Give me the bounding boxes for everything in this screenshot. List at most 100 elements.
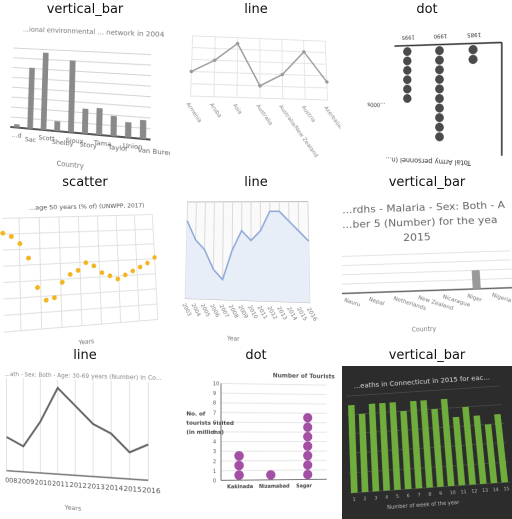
y-tick-label: 9	[213, 391, 216, 397]
tick-label: 2015	[124, 485, 142, 495]
tick-label: 2016	[305, 307, 318, 323]
chart-type-label: scatter	[0, 175, 170, 190]
tick-label: Nizamabad	[259, 484, 290, 490]
tick-label: 1	[353, 497, 356, 504]
data-dot	[303, 422, 312, 432]
gridline	[342, 251, 511, 257]
chart-thumbnail[interactable]: ...age 50 years (% of) (UNWPP, 2017) Year…	[0, 193, 170, 346]
gridline	[342, 278, 512, 284]
tick-label: Sac	[25, 136, 37, 144]
dot-chart: Total Army personnel (n... ...000s 1985 199…	[350, 20, 512, 173]
data-point	[138, 265, 143, 270]
tick-label: Nauru	[343, 297, 361, 308]
bar	[472, 270, 481, 289]
bar-chart: ...eaths in Connecticut in 2015 for eac.…	[342, 366, 512, 519]
thumb-cell-6: vertical_bar ...rdhs - Malaria - Sex: Bo…	[342, 173, 512, 346]
x-axis-label: Years	[77, 338, 94, 346]
data-dot	[403, 94, 411, 103]
chart-thumbnail[interactable]: ...rdhs - Malaria - Sex: Both - A ...ber …	[342, 193, 512, 346]
data-point	[17, 241, 22, 246]
data-point	[83, 260, 88, 265]
tick-label: Sagar	[296, 483, 312, 489]
gridline	[152, 215, 158, 320]
gridline	[13, 48, 151, 55]
chart-thumbnail[interactable]: ...ath - Sex: Both - Age: 30-69 years (N…	[0, 366, 170, 519]
x-axis	[394, 42, 501, 46]
tick-label: Australia/New Zealand	[277, 104, 319, 159]
data-dot	[403, 75, 411, 84]
gridline	[221, 393, 327, 394]
data-dot	[435, 94, 444, 103]
tick-label: Aruba	[208, 102, 223, 119]
thumb-cell-9: vertical_bar ...eaths in Connecticut in …	[342, 346, 512, 519]
gridline	[190, 96, 327, 100]
x-axis-label: Country	[56, 159, 84, 170]
gridline	[13, 58, 151, 65]
thumb-cell-2: line Armenia Aruba Asia Australia Australia/…	[171, 0, 341, 173]
gridline	[192, 48, 325, 53]
y-tick-label: 8	[213, 401, 216, 407]
bar-chart: ...ional environmental ... network in 20…	[1, 20, 170, 173]
data-dot	[435, 132, 444, 141]
data-dot	[403, 47, 411, 56]
bar	[96, 108, 103, 135]
data-dot	[303, 432, 312, 441]
bar	[82, 109, 88, 134]
dot-chart: Number of Tourists012345678910No. oftour…	[171, 366, 338, 519]
tick-label: 5	[396, 494, 400, 501]
gridline	[221, 413, 327, 414]
gridline	[221, 422, 327, 423]
tick-label: 15	[503, 486, 510, 493]
tick-label: 10	[450, 490, 457, 497]
data-point	[145, 261, 150, 266]
chart-thumbnail[interactable]: Total Army personnel (n... ...000s 1985 199…	[342, 20, 512, 173]
bar	[125, 122, 131, 138]
data-point	[0, 231, 5, 236]
gridline	[3, 244, 154, 250]
tick-label: Australia	[254, 103, 273, 126]
data-point	[68, 272, 73, 277]
chart-type-label: dot	[171, 348, 341, 363]
gridline	[221, 383, 327, 385]
x-axis-label: Years	[64, 504, 82, 513]
scatter-chart: ...age 50 years (% of) (UNWPP, 2017)Year…	[0, 194, 168, 346]
bar	[41, 53, 49, 131]
line-chart: ...ath - Sex: Both - Age: 30-69 years (N…	[5, 366, 170, 519]
y-tick-label: 4	[213, 440, 216, 446]
bar	[110, 116, 116, 137]
chart-thumbnail[interactable]: Number of Tourists 0 1 2 3 4 5 6 7 8 9 10 No. of tour…	[171, 366, 341, 519]
chart-thumbnail[interactable]: Armenia Aruba Asia Australia Australia/New Z…	[171, 20, 341, 173]
gridline	[193, 36, 325, 41]
chart-title: Number of Tourists	[273, 372, 335, 380]
gridline	[342, 269, 512, 275]
chart-title-line-2: ...ber 5 (Number) for the yea	[342, 213, 498, 231]
bar	[140, 120, 146, 139]
x-axis-label: Country	[412, 326, 437, 333]
tick-label: 2011	[52, 480, 69, 489]
gridline	[190, 36, 192, 96]
data-dot	[303, 441, 312, 450]
y-axis-label: tourists visited	[186, 421, 234, 427]
tick-label: 7	[417, 492, 421, 499]
gridline	[221, 470, 327, 471]
y-tick-label: 7	[213, 410, 216, 416]
data-point	[100, 270, 105, 275]
chart-title: ...ath - Sex: Both - Age: 30-69 years (N…	[5, 372, 162, 382]
chart-thumbnail[interactable]: ...ional environmental ... network in 20…	[0, 20, 170, 173]
data-dot	[403, 66, 411, 75]
chart-thumbnail[interactable]: ...eaths in Connecticut in 2015 for eac.…	[342, 366, 512, 519]
data-dot	[435, 84, 444, 93]
data-point	[325, 80, 329, 83]
data-point	[123, 273, 128, 278]
y-axis-label: (in millions)	[186, 430, 224, 436]
tick-label: 6	[407, 493, 411, 500]
gridline	[3, 274, 155, 283]
chart-thumbnail[interactable]: 2003 2004 2005 2006 2007 2008 2009 2010 2011 2012…	[171, 193, 341, 346]
data-dot	[435, 46, 444, 55]
thumb-cell-3: dot Total Army personnel (n... ...000s 198…	[342, 0, 512, 173]
tick-label: Kakinada	[227, 484, 253, 490]
data-dot	[234, 461, 244, 471]
thumb-cell-5: line 2003 2004 2005 2006 2007 2008 2009 2010 201…	[171, 173, 341, 346]
y-tick-label: 3	[213, 449, 216, 455]
data-dot	[303, 460, 312, 470]
